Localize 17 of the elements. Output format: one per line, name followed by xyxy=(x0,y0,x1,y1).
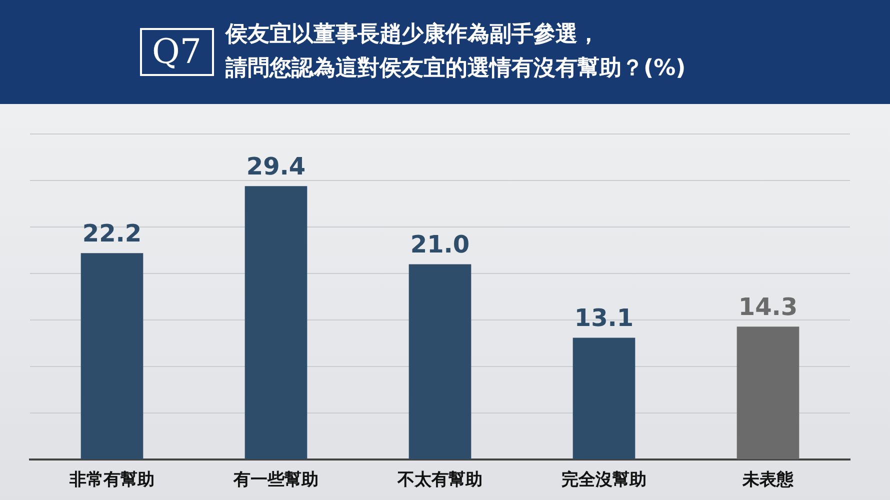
data-label: 29.4 xyxy=(246,152,306,180)
text: Q7 xyxy=(140,28,214,76)
bar xyxy=(408,264,472,460)
x-tick-label: 不太有幫助 xyxy=(396,470,482,490)
bar xyxy=(244,186,308,460)
data-label: 21.0 xyxy=(410,230,470,258)
bar xyxy=(736,326,800,460)
x-tick-label: 非常有幫助 xyxy=(68,470,154,490)
data-label: 14.3 xyxy=(738,292,798,321)
x-tick-label: 有一些幫助 xyxy=(232,470,318,490)
bar xyxy=(80,253,144,460)
x-tick-label: 完全沒幫助 xyxy=(562,470,646,490)
data-label: 22.2 xyxy=(82,219,142,248)
chart-title: 侯友宜以董事長趙少康作為副手參選，請問您認為這對侯友宜的選情有沒有幫助？(%) xyxy=(226,20,686,83)
data-label: 13.1 xyxy=(574,304,634,332)
bar xyxy=(572,338,636,460)
x-tick-label: 未表態 xyxy=(742,470,794,490)
